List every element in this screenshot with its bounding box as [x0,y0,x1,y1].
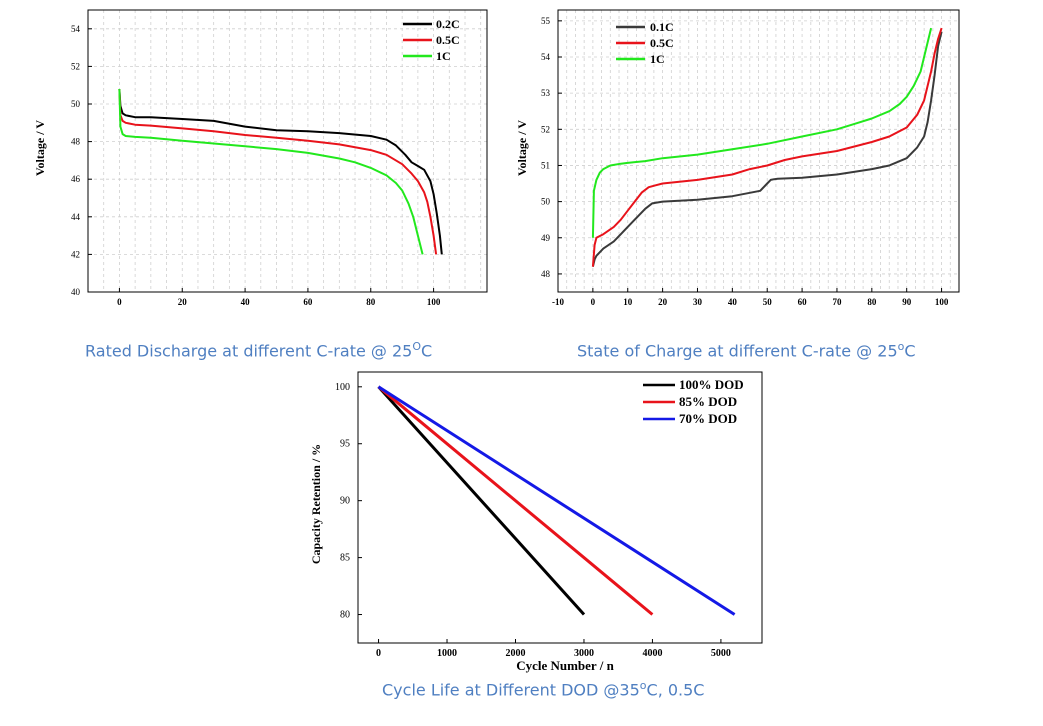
cycle-series-70-dod [377,385,736,616]
soc-xtick-label: 70 [832,297,842,307]
discharge-legend-label: 0.2C [436,17,460,31]
soc-xtick-label: 40 [728,297,738,307]
discharge-ytick-label: 52 [71,61,80,71]
soc-series-1c [591,27,933,238]
discharge-legend-label: 0.5C [436,33,460,47]
soc-ytick-label: 52 [541,124,550,134]
soc-xtick-label: 0 [591,297,596,307]
cycle-plot-frame [357,371,763,644]
discharge-caption: Rated Discharge at different C-rate @ 25… [85,340,432,360]
soc-ytick-label: 51 [541,160,550,170]
cycle-xtick-label: 4000 [642,648,662,659]
discharge-ytick-label: 50 [71,99,81,109]
cycle-ytick-label: 80 [340,610,350,621]
soc-ytick-label: 55 [541,16,551,26]
discharge-xtick-label: 60 [303,297,313,307]
soc-y-axis-label: Voltage / V [515,120,529,176]
discharge-plot-frame [87,9,488,293]
discharge-ytick-label: 48 [71,137,81,147]
soc-xtick-label: 90 [902,297,912,307]
soc-xtick-label: 10 [623,297,633,307]
discharge-ytick-label: 54 [71,24,81,34]
discharge-xtick-label: 0 [117,297,122,307]
discharge-xtick-label: 100 [427,297,441,307]
discharge-caption-text: Rated Discharge at different C-rate @ 25 [85,341,413,361]
discharge-chart: 40 42 44 46 48 50 52 54 0 20 40 60 80 100 Voltage / V 0… [33,9,488,307]
discharge-xtick-label: 80 [366,297,376,307]
cycle-series-85-dod [377,385,654,616]
soc-series-0-5c [591,27,943,267]
discharge-caption-unit: C [421,341,433,361]
discharge-xtick-label: 20 [178,297,188,307]
cycle-x-axis-label: Cycle Number / n [516,658,614,673]
cycle-caption: Cycle Life at Different DOD @35oC, 0.5C [382,679,704,699]
soc-legend-label: 1C [650,52,665,66]
soc-ytick-label: 50 [541,197,551,207]
discharge-legend-label: 1C [436,49,451,63]
soc-xtick-label: 50 [763,297,773,307]
discharge-series-0-2c [118,88,443,255]
soc-xtick-label: 80 [867,297,877,307]
soc-xtick-label: 20 [658,297,668,307]
cycle-legend-label: 100% DOD [679,377,744,392]
soc-xtick-label: 30 [693,297,703,307]
soc-ytick-label: 49 [541,233,551,243]
discharge-xtick-label: 40 [241,297,251,307]
cycle-caption-text: Cycle Life at Different DOD @35 [382,680,640,700]
discharge-ytick-label: 46 [71,174,81,184]
cycle-xtick-label: 1000 [437,648,457,659]
cycle-y-axis-label: Capacity Retention / % [309,444,323,564]
discharge-series-0-5c [118,88,438,255]
cycle-xtick-label: 0 [376,648,381,659]
cycle-legend-label: 85% DOD [679,394,737,409]
soc-legend-label: 0.1C [650,20,674,34]
soc-series-0-1c [591,31,943,267]
discharge-caption-degree: O [412,340,422,353]
soc-caption: State of Charge at different C-rate @ 25… [577,340,916,360]
soc-xtick-label: 60 [798,297,808,307]
discharge-ytick-label: 44 [71,212,81,222]
soc-ytick-label: 53 [541,88,551,98]
cycle-xtick-label: 5000 [711,648,731,659]
cycle-ytick-label: 100 [335,382,350,393]
discharge-ytick-label: 40 [71,287,81,297]
soc-xtick-label: -10 [552,297,564,307]
cycle-xtick-label: 3000 [574,648,594,659]
cycle-ytick-label: 95 [340,439,350,450]
soc-chart: 48 49 50 51 52 53 54 55 -10 0 10 20 30 40 50 60 70 80 90 10… [515,9,960,307]
cycle-legend-label: 70% DOD [679,411,737,426]
soc-caption-text: State of Charge at different C-rate @ 25 [577,341,898,361]
soc-xtick-label: 100 [935,297,949,307]
discharge-series-1c [118,88,424,255]
soc-ytick-label: 48 [541,269,551,279]
soc-caption-degree: o [897,340,905,353]
cycle-caption-unit: C, 0.5C [646,680,705,700]
cycle-series-100-dod [377,385,586,616]
soc-plot-frame [557,9,960,293]
discharge-y-axis-label: Voltage / V [33,120,47,176]
soc-legend-label: 0.5C [650,36,674,50]
soc-caption-unit: C [904,341,916,361]
discharge-ytick-label: 42 [71,249,80,259]
cycle-ytick-label: 85 [340,553,350,564]
cycle-caption-degree: o [639,679,647,692]
soc-ytick-label: 54 [541,52,551,62]
cycle-xtick-label: 2000 [505,648,525,659]
cycle-ytick-label: 90 [340,496,350,507]
